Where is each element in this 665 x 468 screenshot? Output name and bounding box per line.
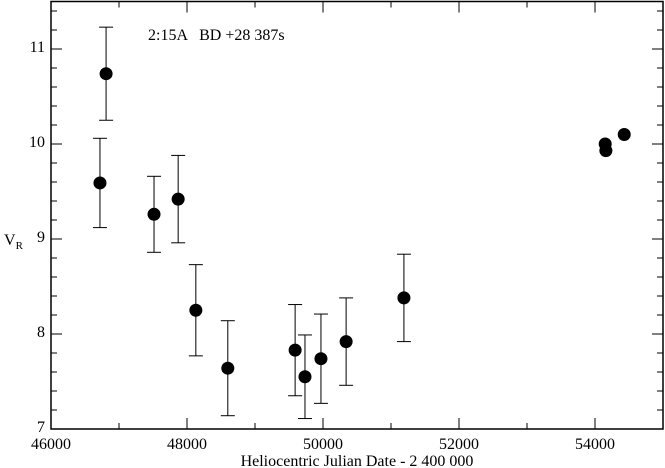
data-point bbox=[189, 303, 203, 317]
data-point bbox=[339, 335, 353, 349]
data-point bbox=[221, 361, 235, 375]
x-tick-label: 50000 bbox=[303, 436, 343, 453]
data-point bbox=[599, 144, 613, 158]
data-point bbox=[147, 207, 161, 221]
chart-annotation: 2:15A BD +28 387s bbox=[148, 27, 285, 44]
x-tick-label: 54000 bbox=[575, 436, 615, 453]
data-point bbox=[99, 67, 113, 81]
y-tick-label: 9 bbox=[37, 229, 45, 246]
x-tick-label: 46000 bbox=[31, 436, 71, 453]
y-tick-label: 7 bbox=[37, 419, 45, 436]
chart-marks bbox=[92, 26, 631, 420]
data-point bbox=[298, 370, 312, 384]
data-point bbox=[93, 176, 107, 190]
x-tick-label: 48000 bbox=[167, 436, 207, 453]
data-point bbox=[314, 352, 328, 366]
y-tick-label: 10 bbox=[29, 134, 45, 151]
x-axis-label: Heliocentric Julian Date - 2 400 000 bbox=[241, 453, 474, 468]
plot-frame bbox=[50, 0, 664, 430]
data-point bbox=[397, 291, 411, 305]
y-tick-label: 8 bbox=[37, 324, 45, 341]
data-point bbox=[617, 128, 631, 141]
y-axis-label-main: V bbox=[4, 232, 16, 249]
data-point bbox=[288, 343, 302, 357]
data-point bbox=[171, 192, 185, 206]
y-axis-label: VR bbox=[4, 232, 24, 252]
x-tick-label: 52000 bbox=[439, 436, 479, 453]
y-axis-label-sub: R bbox=[16, 240, 24, 252]
axis-ticks: 46000 48000 50000 52000 54000 7 8 9 10 11 bbox=[29, 1, 664, 453]
y-tick-label: 11 bbox=[30, 39, 45, 56]
